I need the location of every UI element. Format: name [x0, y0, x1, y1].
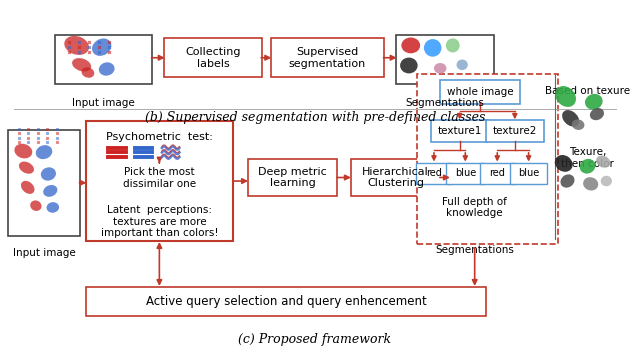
Text: Deep metric
learning: Deep metric learning	[258, 167, 327, 188]
FancyBboxPatch shape	[248, 159, 337, 196]
FancyBboxPatch shape	[351, 159, 440, 196]
Text: whole image: whole image	[447, 87, 514, 97]
Ellipse shape	[601, 176, 612, 186]
Text: Latent  perceptions:
textures are more
important than colors!: Latent perceptions: textures are more im…	[100, 205, 218, 238]
Text: (c) Proposed framework: (c) Proposed framework	[238, 333, 392, 346]
Text: Active query selection and query enhencement: Active query selection and query enhence…	[146, 295, 426, 308]
Text: Collecting
labels: Collecting labels	[185, 47, 241, 69]
Ellipse shape	[43, 185, 58, 197]
Ellipse shape	[19, 162, 34, 174]
Ellipse shape	[47, 202, 59, 213]
Ellipse shape	[446, 38, 460, 53]
FancyBboxPatch shape	[86, 287, 486, 316]
Ellipse shape	[30, 201, 42, 211]
Ellipse shape	[555, 86, 576, 107]
Text: red: red	[490, 168, 505, 178]
Ellipse shape	[580, 159, 595, 174]
Ellipse shape	[456, 60, 468, 70]
Ellipse shape	[424, 39, 442, 57]
Ellipse shape	[14, 144, 32, 158]
FancyBboxPatch shape	[271, 38, 384, 77]
Ellipse shape	[401, 38, 420, 53]
Text: blue: blue	[454, 168, 476, 178]
FancyBboxPatch shape	[447, 163, 484, 184]
Text: Input image: Input image	[72, 98, 135, 108]
Ellipse shape	[41, 167, 56, 181]
FancyBboxPatch shape	[8, 130, 80, 236]
Text: Segmentations: Segmentations	[435, 245, 514, 255]
FancyBboxPatch shape	[440, 80, 520, 104]
Text: Psychometric  test:: Psychometric test:	[106, 132, 213, 142]
Ellipse shape	[561, 174, 575, 188]
Text: blue: blue	[518, 168, 540, 178]
Ellipse shape	[585, 94, 603, 110]
Ellipse shape	[434, 63, 447, 73]
Text: texture1: texture1	[438, 126, 482, 136]
Ellipse shape	[99, 62, 115, 76]
Ellipse shape	[596, 155, 611, 168]
Ellipse shape	[555, 155, 573, 172]
FancyBboxPatch shape	[480, 163, 515, 184]
FancyBboxPatch shape	[486, 120, 543, 142]
FancyBboxPatch shape	[396, 35, 493, 84]
FancyBboxPatch shape	[431, 120, 488, 142]
Text: red: red	[426, 168, 442, 178]
Text: Input image: Input image	[13, 248, 76, 258]
Ellipse shape	[562, 110, 579, 127]
Text: Supervised
segmentation: Supervised segmentation	[289, 47, 366, 69]
Ellipse shape	[92, 38, 111, 56]
FancyBboxPatch shape	[510, 163, 547, 184]
Text: Segmentations: Segmentations	[406, 98, 484, 108]
FancyBboxPatch shape	[164, 38, 262, 77]
Ellipse shape	[572, 119, 584, 130]
Ellipse shape	[21, 181, 35, 194]
Text: Full depth of
knowledge: Full depth of knowledge	[442, 197, 507, 218]
Text: (b) Supervised segmentation with pre-defined classes: (b) Supervised segmentation with pre-def…	[145, 110, 485, 124]
FancyBboxPatch shape	[54, 35, 152, 84]
Ellipse shape	[36, 145, 52, 159]
Ellipse shape	[72, 58, 91, 71]
Ellipse shape	[81, 67, 94, 78]
Ellipse shape	[590, 108, 604, 120]
Text: Hierarchical
Clustering: Hierarchical Clustering	[362, 167, 429, 188]
Text: Texure,
then color: Texure, then color	[561, 147, 614, 169]
Text: texture2: texture2	[493, 126, 537, 136]
FancyBboxPatch shape	[417, 163, 451, 184]
FancyBboxPatch shape	[86, 121, 234, 241]
Text: Based on texure: Based on texure	[545, 86, 630, 96]
FancyBboxPatch shape	[417, 73, 558, 245]
Text: Pick the most
dissimilar one: Pick the most dissimilar one	[123, 167, 196, 189]
Ellipse shape	[583, 177, 598, 191]
Ellipse shape	[64, 36, 89, 55]
Ellipse shape	[400, 58, 418, 73]
